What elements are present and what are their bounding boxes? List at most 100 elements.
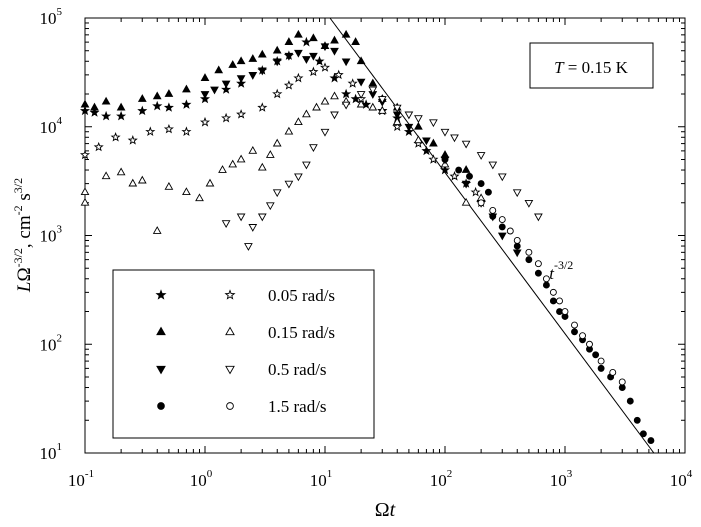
data-point [309, 33, 318, 42]
data-point [248, 224, 258, 232]
data-point [272, 45, 282, 54]
y-tick-label: 103 [40, 224, 63, 246]
data-point [199, 116, 211, 127]
data-point [368, 86, 378, 95]
fit-line-t-minus-3-2 [329, 17, 655, 454]
data-point [461, 140, 471, 149]
data-point [534, 260, 542, 268]
data-point [210, 86, 219, 95]
data-point [484, 188, 492, 196]
x-tick-label: 102 [430, 468, 453, 490]
data-point [294, 117, 303, 126]
data-point [294, 49, 303, 58]
x-tick-label: 101 [310, 468, 333, 490]
data-point [257, 162, 267, 171]
y-tick-label: 102 [40, 332, 63, 354]
data-point [200, 91, 210, 99]
data-point [302, 109, 311, 118]
data-point [226, 402, 234, 410]
legend-label: 0.15 rad/s [268, 323, 335, 342]
data-point [312, 102, 321, 111]
data-point [214, 65, 224, 74]
x-tick-labels: 10-1 100 101 102 103 104 [68, 468, 693, 490]
data-point [225, 326, 235, 336]
data-point [429, 119, 438, 128]
data-point [333, 69, 344, 80]
data-point [549, 297, 557, 305]
data-point [302, 56, 311, 64]
data-point [221, 112, 232, 123]
data-point [128, 178, 138, 187]
data-point [320, 128, 330, 137]
data-point [320, 96, 330, 105]
legend-box [112, 269, 375, 439]
data-point [356, 56, 366, 65]
data-point [404, 123, 414, 132]
data-point [225, 365, 235, 375]
data-point [308, 66, 319, 77]
data-point [284, 126, 294, 135]
data-point [497, 232, 507, 241]
data-point [356, 99, 366, 108]
data-point [164, 181, 174, 190]
data-point [181, 99, 192, 109]
data-point [330, 111, 339, 120]
data-point [110, 132, 121, 142]
data-point [461, 165, 471, 173]
series-0-15-rad-s-open [80, 91, 486, 234]
data-point [272, 189, 282, 198]
series-0-5-rad-s-open [221, 86, 543, 251]
data-point [392, 104, 402, 113]
data-point [414, 121, 423, 130]
data-point [221, 84, 232, 94]
data-point [257, 102, 268, 112]
data-point [157, 402, 165, 410]
data-point [524, 199, 534, 208]
series-0-05-rad-s-filled [79, 36, 487, 208]
data-point [116, 167, 126, 176]
data-point [101, 171, 111, 180]
data-point [477, 199, 485, 207]
data-point [422, 137, 431, 146]
data-point [330, 47, 339, 56]
data-point [392, 117, 402, 126]
data-point [224, 289, 236, 300]
data-point [79, 105, 91, 116]
data-point [218, 165, 227, 173]
data-point [152, 100, 163, 111]
data-point [272, 138, 282, 147]
data-point [248, 145, 258, 154]
data-point [228, 159, 238, 168]
x-tick-label: 103 [550, 468, 573, 490]
data-point [257, 67, 267, 76]
data-point [200, 73, 210, 81]
temperature-box [529, 42, 654, 89]
data-point [556, 297, 563, 305]
data-point [330, 35, 339, 44]
data-point [498, 216, 506, 224]
data-point [181, 126, 192, 137]
data-point [89, 107, 100, 117]
x-tick-label: 104 [670, 468, 693, 490]
data-point [461, 197, 471, 206]
data-point [633, 416, 641, 424]
data-point [597, 357, 605, 365]
data-point [597, 364, 605, 372]
data-point [294, 29, 303, 38]
data-point [626, 397, 634, 405]
data-point [377, 96, 387, 104]
data-point [116, 110, 127, 121]
data-point [283, 80, 294, 90]
data-point [450, 134, 459, 143]
data-point [79, 149, 91, 160]
data-point [163, 123, 174, 134]
data-point [525, 248, 533, 256]
data-point [248, 54, 258, 62]
data-point [618, 384, 626, 391]
data-point [257, 49, 267, 58]
data-point [341, 88, 352, 99]
data-point [228, 60, 238, 68]
data-point [294, 173, 303, 182]
data-point [236, 154, 246, 163]
data-point [489, 206, 497, 214]
